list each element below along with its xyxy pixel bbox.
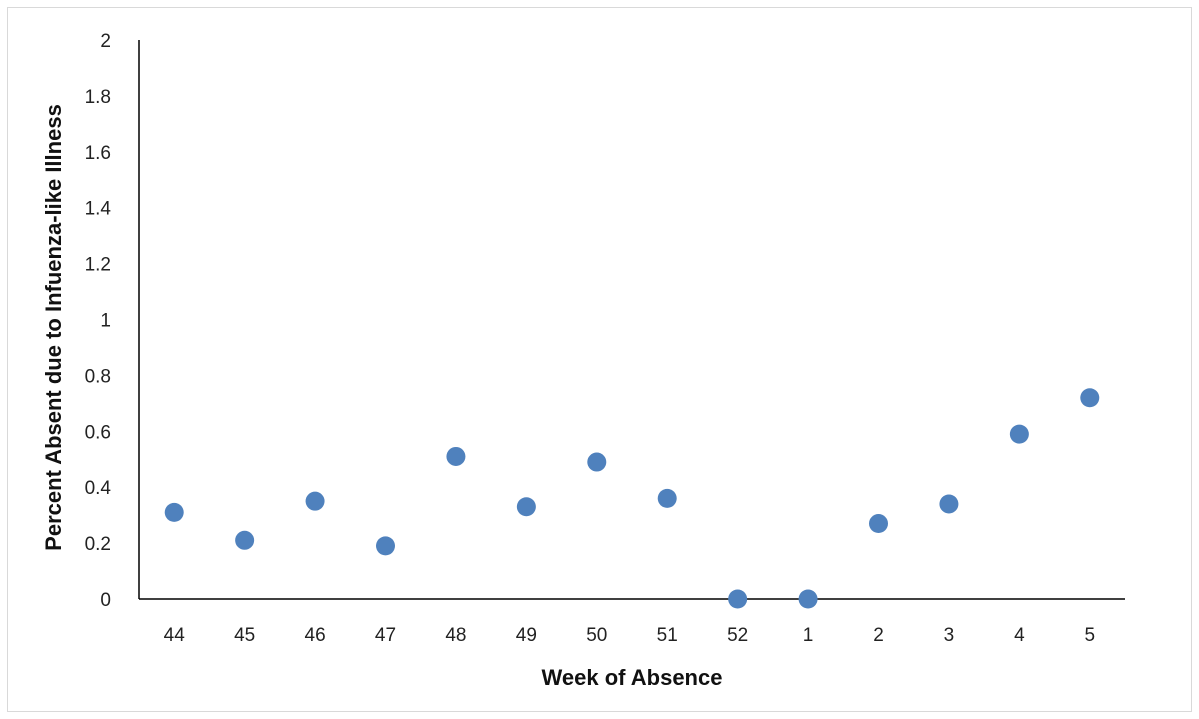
data-point xyxy=(516,497,536,517)
data-point xyxy=(376,536,395,556)
x-tick-label: 1 xyxy=(803,625,814,646)
y-tick-label: 1.2 xyxy=(85,255,111,276)
data-point xyxy=(657,488,677,508)
x-tick-label: 3 xyxy=(944,625,955,646)
x-tick-label: 46 xyxy=(305,625,326,646)
x-tick-label: 52 xyxy=(727,625,748,646)
data-point xyxy=(587,452,607,472)
y-axis: 0 0.2 0.4 0.6 0.8 1 1.2 1.4 1.6 1.8 2 xyxy=(85,31,140,611)
data-point xyxy=(446,446,466,466)
data-point xyxy=(1009,424,1029,444)
x-axis-title: Week of Absence xyxy=(542,665,723,690)
x-tick-label: 50 xyxy=(586,625,607,646)
data-point xyxy=(728,589,748,609)
data-point xyxy=(164,502,184,522)
x-tick-label: 4 xyxy=(1014,625,1025,646)
chart-frame xyxy=(7,7,1192,712)
data-point xyxy=(939,494,959,514)
y-tick-label: 0 xyxy=(100,590,111,611)
x-tick-label: 5 xyxy=(1084,625,1095,646)
x-tick-label: 51 xyxy=(657,625,678,646)
y-tick-label: 0.6 xyxy=(85,422,111,443)
y-tick-label: 0.8 xyxy=(85,366,111,387)
data-point xyxy=(798,589,818,609)
y-tick-label: 1.6 xyxy=(85,143,111,164)
data-point xyxy=(235,530,255,550)
y-tick-label: 1.4 xyxy=(85,199,112,220)
x-tick-label: 48 xyxy=(445,625,466,646)
data-point xyxy=(869,514,888,534)
data-point xyxy=(305,491,325,511)
y-tick-label: 0.2 xyxy=(85,534,111,555)
x-tick-label: 49 xyxy=(516,625,537,646)
x-tick-labels: 44 45 46 47 48 49 50 51 52 1 2 3 4 5 xyxy=(164,625,1095,646)
x-tick-label: 44 xyxy=(164,625,186,646)
data-point xyxy=(1080,388,1100,408)
y-axis-title: Percent Absent due to Infuenza-like Illn… xyxy=(41,104,66,551)
x-tick-label: 45 xyxy=(234,625,255,646)
y-tick-label: 2 xyxy=(100,31,111,52)
data-points xyxy=(164,388,1100,609)
y-tick-label: 1 xyxy=(100,311,111,332)
y-tick-labels: 0 0.2 0.4 0.6 0.8 1 1.2 1.4 1.6 1.8 2 xyxy=(85,31,112,611)
x-axis: 44 45 46 47 48 49 50 51 52 1 2 3 4 5 xyxy=(139,598,1125,646)
y-tick-label: 0.4 xyxy=(85,478,112,499)
x-tick-label: 2 xyxy=(873,625,884,646)
x-tick-label: 47 xyxy=(375,625,396,646)
y-tick-label: 1.8 xyxy=(85,87,111,108)
